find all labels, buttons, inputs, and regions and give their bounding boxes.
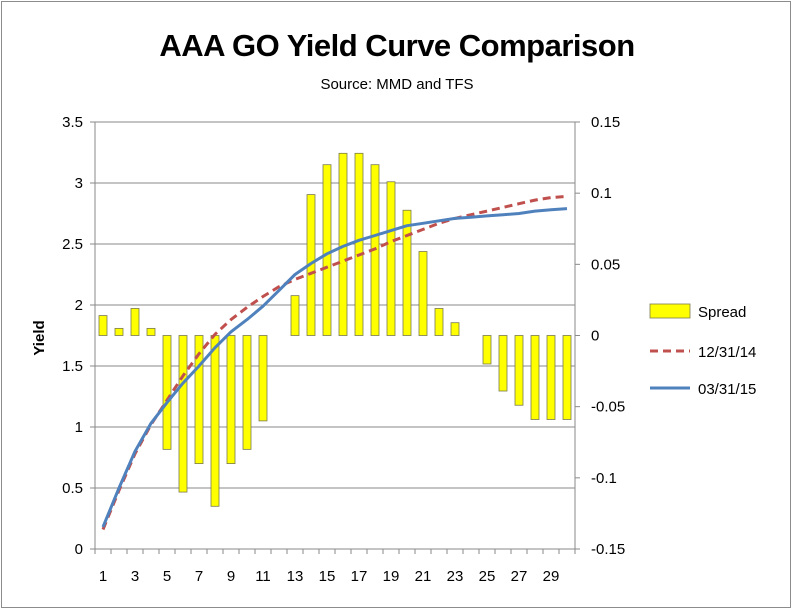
spread-bar	[226, 335, 236, 465]
spread-bar	[162, 335, 172, 450]
y-tick-label: 3.5	[62, 114, 83, 131]
axes	[90, 121, 580, 554]
spread-bar	[290, 295, 300, 336]
spread-bar	[98, 315, 108, 336]
spread-bar	[402, 209, 412, 336]
spread-bar	[114, 327, 124, 336]
spread-bar	[242, 335, 252, 450]
y-right-tick-label: 0	[591, 328, 599, 345]
y-right-tick-label: 0.05	[591, 256, 620, 273]
x-tick-label: 1	[99, 568, 107, 585]
gridlines	[95, 121, 575, 489]
spread-bar	[562, 335, 572, 420]
spread-bar	[418, 251, 428, 336]
x-tick-label: 29	[543, 568, 560, 585]
y-right-tick-label: -0.15	[591, 541, 625, 558]
y-tick-label: 1	[75, 419, 83, 436]
y-right-tick-label: -0.1	[591, 470, 617, 487]
legend-swatch-spread	[649, 303, 691, 319]
x-tick-label: 21	[415, 568, 432, 585]
x-tick-label: 19	[383, 568, 400, 585]
y-tick-label: 2	[75, 297, 83, 314]
series-line-12-31-14	[101, 194, 568, 531]
x-tick-label: 15	[319, 568, 336, 585]
x-tick-label: 11	[255, 568, 271, 585]
spread-bars	[98, 152, 572, 507]
legend-label-12-31-14: 12/31/14	[698, 344, 756, 361]
series-line-03-31-15	[101, 207, 568, 528]
spread-bar	[354, 152, 364, 336]
y-right-tick-label: 0.15	[591, 114, 620, 131]
spread-bar	[146, 327, 156, 336]
spread-bar	[130, 308, 140, 336]
spread-bar	[258, 335, 268, 422]
x-tick-label: 13	[287, 568, 304, 585]
spread-bar	[322, 164, 332, 336]
x-tick-label: 5	[163, 568, 171, 585]
spread-bar	[386, 181, 396, 336]
x-tick-label: 17	[351, 568, 368, 585]
chart-subtitle: Source: MMD and TFS	[320, 76, 474, 93]
spread-bar	[434, 308, 444, 336]
spread-bar	[546, 335, 556, 420]
chart-title: AAA GO Yield Curve Comparison	[159, 28, 635, 63]
spread-bar	[194, 335, 204, 465]
y-right-tick-label: -0.05	[591, 399, 625, 416]
spread-bar	[178, 335, 188, 493]
y-tick-label: 2.5	[62, 236, 83, 253]
spread-bar	[514, 335, 524, 406]
spread-bar	[450, 322, 460, 336]
x-tick-label: 3	[131, 568, 139, 585]
series-lines	[101, 194, 568, 531]
legend-label-03-31-15: 03/31/15	[698, 381, 756, 398]
spread-bar	[210, 335, 220, 507]
x-tick-label: 7	[195, 568, 203, 585]
y-axis-label: Yield	[31, 320, 48, 355]
y-right-tick-label: 0.1	[591, 185, 612, 202]
spread-bar	[498, 335, 508, 392]
x-tick-label: 23	[447, 568, 464, 585]
legend-label-spread: Spread	[698, 304, 746, 321]
spread-bar	[482, 335, 492, 365]
tick-labels: 0 0.5 1 1.5 2 2.5 3 3.5 -0.15 -0.1 -0.05 0 0.05 0.1 0.…	[62, 114, 625, 585]
y-tick-label: 0.5	[62, 480, 83, 497]
y-tick-label: 1.5	[62, 358, 83, 375]
x-tick-label: 25	[479, 568, 496, 585]
y-tick-label: 3	[75, 175, 83, 192]
y-tick-label: 0	[75, 541, 83, 558]
x-tick-label: 27	[511, 568, 528, 585]
spread-bar	[530, 335, 540, 420]
x-tick-label: 9	[227, 568, 235, 585]
legend: Spread 12/31/14 03/31/15	[649, 303, 756, 398]
